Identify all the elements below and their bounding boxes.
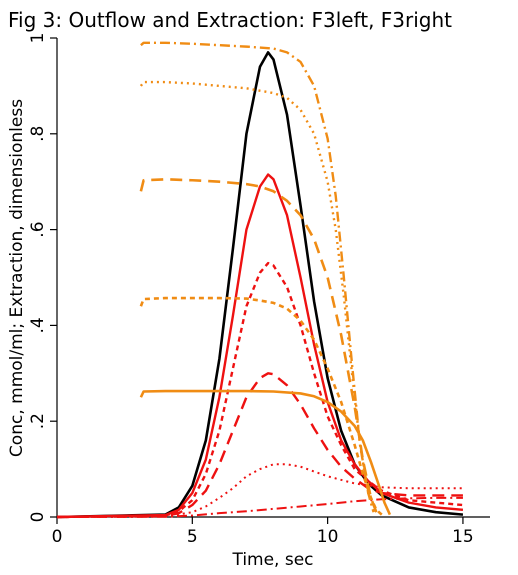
series-line-1 [56,51,464,519]
x-tick-label: 5 [187,527,198,547]
series-line-2 [56,173,464,519]
series-line-11 [140,41,375,513]
x-axis-label: Time, sec [231,550,313,570]
x-tick-label: 15 [452,527,474,547]
series-line-4 [56,372,463,519]
y-tick-label: 1 [28,33,48,44]
chart-title: Fig 3: Outflow and Extraction: F3left, F… [8,8,452,32]
x-tick-label: 10 [317,527,339,547]
y-tick-label: .2 [28,413,48,429]
y-tick-label: 0 [28,512,48,523]
series-line-9 [139,178,378,513]
series-line-6 [56,496,463,518]
y-tick-label: .4 [28,317,48,333]
x-tick-label: 0 [52,527,63,547]
y-tick-label: .6 [28,221,48,237]
series-line-8 [139,296,383,516]
plot-area: 0 5 10 15 0 .2 .4 .6 .8 1 [28,33,490,547]
series-line-3 [56,261,464,519]
y-tick-label: .8 [28,126,48,142]
series-line-7 [139,389,392,516]
y-axis-label: Conc, mmol/ml; Extraction, dimensionless [7,99,27,457]
